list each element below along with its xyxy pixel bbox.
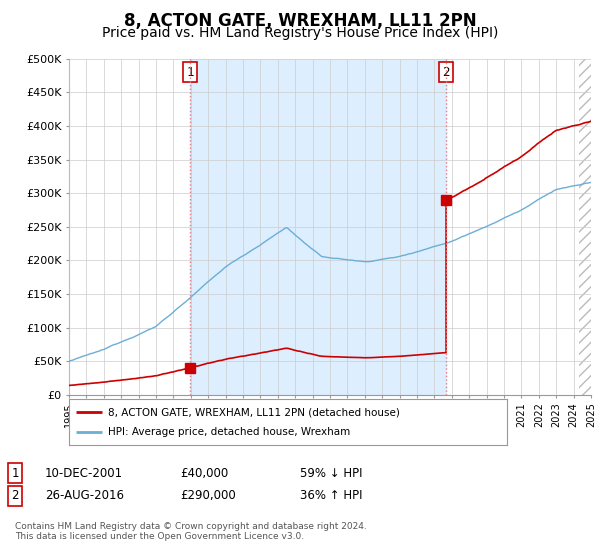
Text: £290,000: £290,000 xyxy=(180,489,236,502)
Text: Price paid vs. HM Land Registry's House Price Index (HPI): Price paid vs. HM Land Registry's House … xyxy=(102,26,498,40)
Bar xyxy=(190,59,446,395)
Text: Contains HM Land Registry data © Crown copyright and database right 2024.
This d: Contains HM Land Registry data © Crown c… xyxy=(15,522,367,542)
Text: £40,000: £40,000 xyxy=(180,466,228,480)
Text: 36% ↑ HPI: 36% ↑ HPI xyxy=(300,489,362,502)
Text: 2: 2 xyxy=(11,489,19,502)
Text: 10-DEC-2001: 10-DEC-2001 xyxy=(45,466,123,480)
Text: 2: 2 xyxy=(442,66,450,78)
Bar xyxy=(579,59,591,395)
Text: 8, ACTON GATE, WREXHAM, LL11 2PN: 8, ACTON GATE, WREXHAM, LL11 2PN xyxy=(124,12,476,30)
Text: 26-AUG-2016: 26-AUG-2016 xyxy=(45,489,124,502)
Text: 1: 1 xyxy=(11,466,19,480)
Text: 59% ↓ HPI: 59% ↓ HPI xyxy=(300,466,362,480)
Text: HPI: Average price, detached house, Wrexham: HPI: Average price, detached house, Wrex… xyxy=(109,427,350,437)
Text: 1: 1 xyxy=(186,66,194,78)
Text: 8, ACTON GATE, WREXHAM, LL11 2PN (detached house): 8, ACTON GATE, WREXHAM, LL11 2PN (detach… xyxy=(109,407,400,417)
